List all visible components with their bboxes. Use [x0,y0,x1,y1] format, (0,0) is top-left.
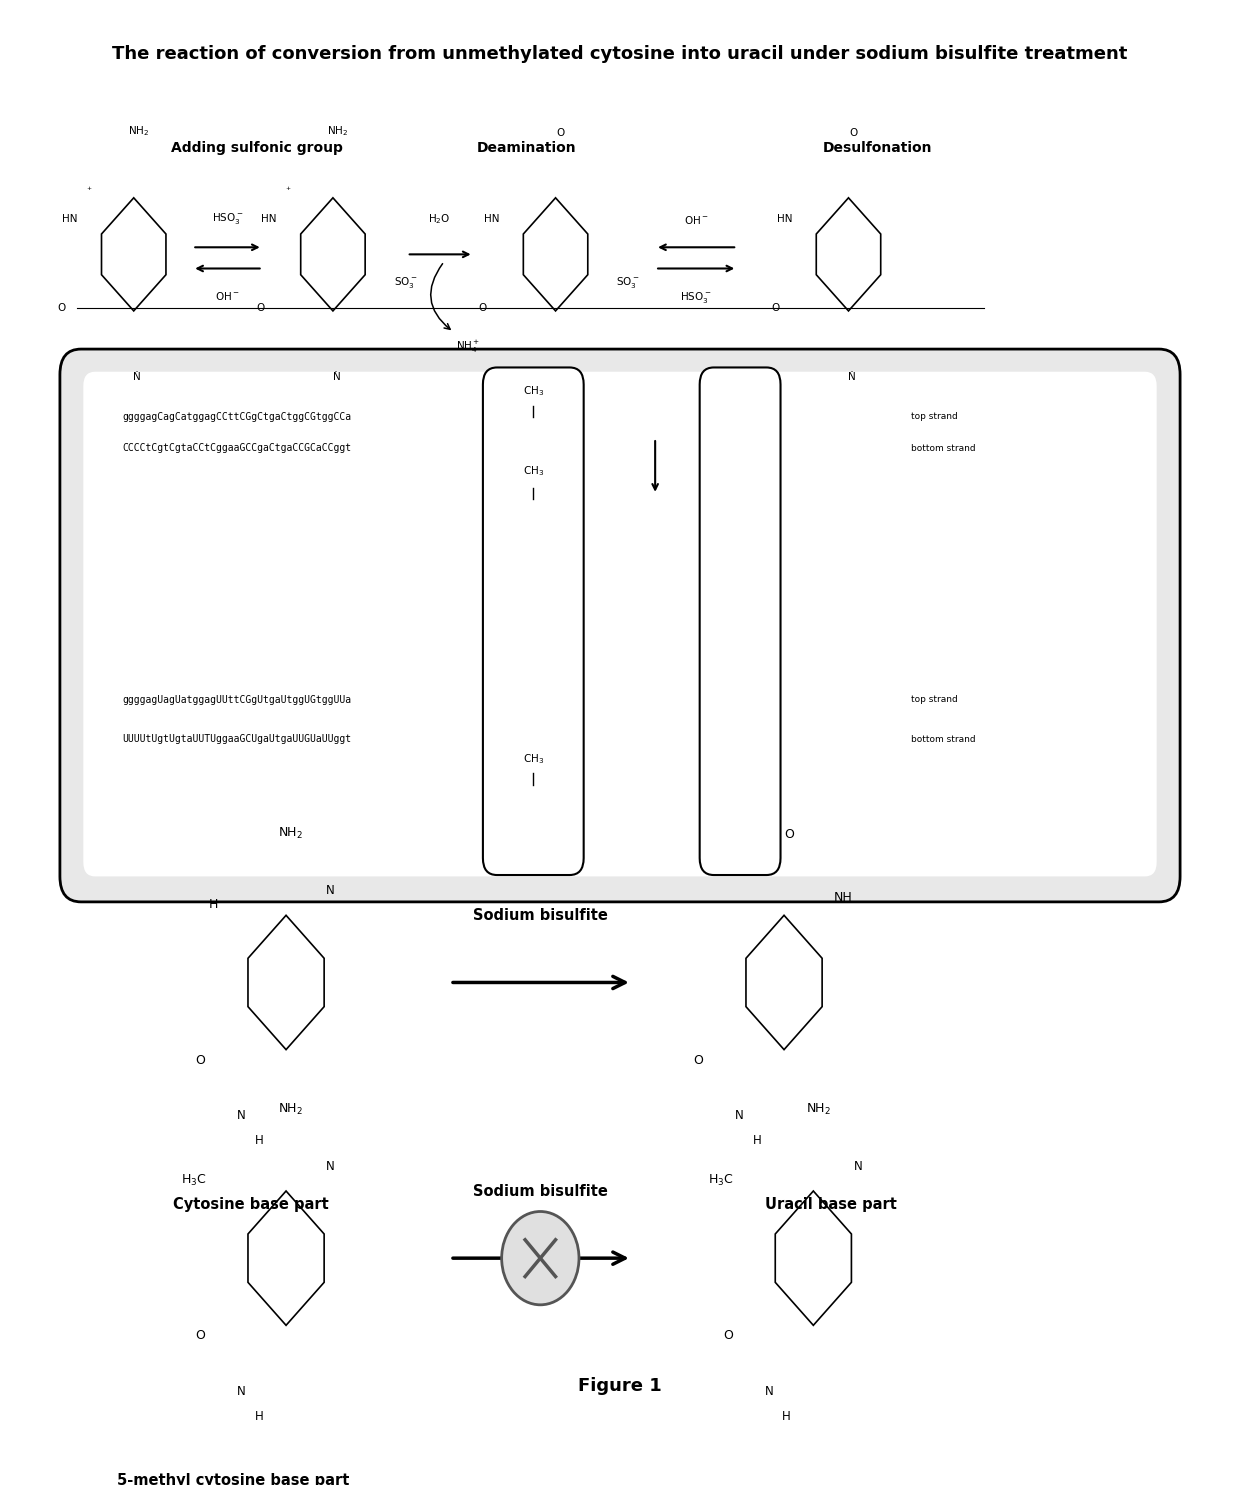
Text: Desulfonation: Desulfonation [823,141,932,156]
Text: H: H [254,1135,263,1148]
Text: CH$_3$: CH$_3$ [523,463,544,478]
Text: Sodium bisulfite: Sodium bisulfite [472,1184,608,1198]
Text: H: H [254,1409,263,1423]
FancyBboxPatch shape [482,367,584,875]
Text: H$_2$O: H$_2$O [428,212,451,226]
Text: O: O [196,1329,206,1342]
Text: OH$^-$: OH$^-$ [215,290,239,301]
Text: NH$_2$: NH$_2$ [806,1102,831,1117]
Text: NH$_2$: NH$_2$ [278,1102,304,1117]
Text: bottom strand: bottom strand [910,735,975,744]
Text: NH$_2$: NH$_2$ [128,125,149,138]
Text: HN: HN [62,214,77,224]
Text: N: N [332,371,340,382]
Text: H: H [753,1135,761,1148]
Text: O: O [723,1329,733,1342]
Text: N: N [853,1160,862,1173]
Text: top strand: top strand [910,413,957,422]
Text: N: N [764,1384,774,1397]
Text: N: N [326,884,335,897]
Text: N: N [735,1109,744,1121]
Text: H: H [781,1409,790,1423]
Text: UUUUtUgtUgtaUUTUggaaGCUgaUtgaUUGUaUUggt: UUUUtUgtUgtaUUTUggaaGCUgaUtgaUUGUaUUggt [122,734,351,744]
Text: SO$_3^-$: SO$_3^-$ [394,275,418,290]
Text: CCCCtCgtCgtaCCtCggaaGCCgaCtgaCCGCaCCggt: CCCCtCgtCgtaCCtCggaaGCCgaCtgaCCGCaCCggt [122,443,351,453]
Text: N: N [237,1384,246,1397]
Text: NH$_2$: NH$_2$ [278,826,304,841]
Text: SO$_3^-$: SO$_3^-$ [616,275,640,290]
Text: O: O [479,303,487,313]
Text: Cytosine base part: Cytosine base part [174,1197,329,1212]
FancyBboxPatch shape [699,367,780,875]
Text: O: O [196,1054,206,1066]
Text: O: O [57,303,66,313]
Text: NH$_4^+$: NH$_4^+$ [456,339,480,355]
Text: Figure 1: Figure 1 [578,1377,662,1396]
Circle shape [502,1212,579,1305]
Text: NH$_2$: NH$_2$ [327,125,348,138]
Text: 5-methyl cytosine base part: 5-methyl cytosine base part [117,1473,350,1485]
FancyBboxPatch shape [60,349,1180,901]
Text: O: O [257,303,264,313]
Text: H$_3$C: H$_3$C [181,1173,206,1188]
Text: ggggagCagCatggagCCttCGgCtgaCtggCGtggCCa: ggggagCagCatggagCCttCGgCtgaCtggCGtggCCa [122,411,351,422]
Text: OH$^-$: OH$^-$ [683,214,708,226]
Text: NH: NH [833,891,852,904]
Text: HSO$_3^-$: HSO$_3^-$ [212,211,243,226]
Text: N: N [556,371,563,382]
Text: CH$_3$: CH$_3$ [523,753,544,766]
Text: O: O [784,829,794,841]
Text: bottom strand: bottom strand [910,444,975,453]
Text: H$_3$C: H$_3$C [708,1173,734,1188]
Text: Uracil base part: Uracil base part [765,1197,897,1212]
Text: Adding sulfonic group: Adding sulfonic group [171,141,342,156]
Text: ggggagUagUatggagUUttCGgUtgaUtggUGtggUUa: ggggagUagUatggagUUttCGgUtgaUtggUGtggUUa [122,695,351,705]
Text: N: N [848,371,856,382]
Text: top strand: top strand [910,695,957,704]
Text: N: N [134,371,141,382]
Text: O: O [771,303,780,313]
Text: O: O [693,1054,703,1066]
Text: $^+$: $^+$ [284,186,291,195]
Text: The reaction of conversion from unmethylated cytosine into uracil under sodium b: The reaction of conversion from unmethyl… [113,45,1127,62]
Text: HSO$_3^-$: HSO$_3^-$ [681,290,712,304]
Text: N: N [326,1160,335,1173]
Text: O: O [849,128,857,138]
FancyBboxPatch shape [83,371,1157,876]
Text: CH$_3$: CH$_3$ [523,385,544,398]
Text: HN: HN [776,214,792,224]
Text: $^+$: $^+$ [84,186,92,195]
Text: O: O [556,128,564,138]
Text: HN: HN [484,214,500,224]
Text: Deamination: Deamination [476,141,577,156]
Text: N: N [237,1109,246,1121]
Text: H: H [208,898,218,912]
Text: HN: HN [262,214,277,224]
Text: Sodium bisulfite: Sodium bisulfite [472,909,608,924]
